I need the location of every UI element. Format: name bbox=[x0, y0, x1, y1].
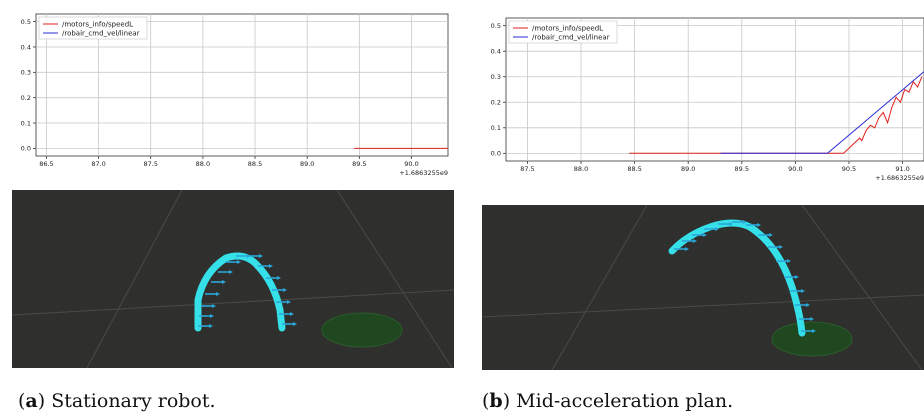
goal-marker bbox=[321, 312, 403, 348]
pose-arrow-head bbox=[222, 280, 226, 284]
pose-arrow-head bbox=[812, 329, 816, 333]
x-tick-label: 89.0 bbox=[300, 160, 314, 168]
y-tick-label: 0.1 bbox=[491, 124, 501, 132]
chart-a: 86.5 87.0 87.5 88.0 88.5 89.0 89.5 90.0 0.0 0.1 0.… bbox=[21, 13, 449, 177]
x-tick-label: 90.0 bbox=[404, 160, 418, 168]
x-offset-label: +1.6863255e9 bbox=[875, 174, 924, 182]
y-tick-label: 0.5 bbox=[21, 18, 31, 26]
x-tick-label: 90.0 bbox=[788, 165, 802, 173]
x-tick-label: 89.5 bbox=[735, 165, 749, 173]
pose-arrows bbox=[674, 220, 816, 333]
grid-line bbox=[551, 205, 648, 370]
y-tick-label: 0.5 bbox=[491, 22, 501, 30]
pose-arrow-head bbox=[787, 259, 791, 263]
goal-marker bbox=[771, 321, 853, 357]
legend-label: /motors_info/speedL bbox=[62, 20, 133, 28]
pose-arrow-head bbox=[743, 220, 747, 224]
legend-label: /robair_cmd_vel/linear bbox=[532, 33, 610, 41]
pose-arrow-head bbox=[287, 300, 291, 304]
pose-arrow-head bbox=[237, 260, 241, 264]
pose-arrow-head bbox=[779, 245, 783, 249]
y-tick-label: 0.0 bbox=[21, 145, 31, 153]
plot-a: 86.5 87.0 87.5 88.0 88.5 89.0 89.5 90.0 0.0 0.1 0.… bbox=[8, 8, 454, 180]
x-tick-label: 90.5 bbox=[842, 165, 856, 173]
pose-arrows bbox=[198, 254, 297, 328]
pose-arrow-head bbox=[290, 312, 294, 316]
caption-b: (b) Mid-acceleration plan. bbox=[482, 390, 734, 412]
grid-line bbox=[86, 190, 183, 368]
series-line-1 bbox=[720, 71, 924, 154]
y-tick-label: 0.3 bbox=[21, 69, 31, 77]
pose-arrow-head bbox=[685, 247, 689, 251]
grid-line bbox=[801, 205, 923, 370]
grid-line bbox=[12, 289, 454, 316]
panel-b: 87.5 88.0 88.5 89.0 89.5 90.0 90.5 91.0 0.0 0.1 0.… bbox=[478, 0, 924, 417]
trajectory-path bbox=[668, 219, 806, 337]
y-tick-label: 0.4 bbox=[21, 43, 31, 51]
grid-line bbox=[482, 294, 924, 318]
y-tick-label: 0.0 bbox=[491, 150, 501, 158]
series-line-0 bbox=[629, 76, 923, 154]
pose-arrow-head bbox=[277, 276, 281, 280]
legend-box bbox=[38, 16, 148, 40]
y-tick-label: 0.4 bbox=[491, 47, 501, 55]
x-tick-label: 87.5 bbox=[520, 165, 534, 173]
chart-b: 87.5 88.0 88.5 89.0 89.5 90.0 90.5 91.0 0.0 0.1 0.… bbox=[491, 17, 924, 182]
pose-arrow-head bbox=[259, 254, 263, 258]
pose-arrow-head bbox=[795, 275, 799, 279]
legend-label: /motors_info/speedL bbox=[532, 24, 603, 32]
pose-arrow-head bbox=[769, 233, 773, 237]
x-tick-label: 89.5 bbox=[352, 160, 366, 168]
pose-arrow-head bbox=[806, 303, 810, 307]
rviz-view-b bbox=[482, 205, 924, 370]
x-tick-label: 86.5 bbox=[39, 160, 53, 168]
scene-b bbox=[482, 205, 924, 370]
y-tick-label: 0.3 bbox=[491, 73, 501, 81]
x-tick-label: 91.0 bbox=[895, 165, 909, 173]
pose-arrow-head bbox=[209, 324, 213, 328]
legend: /motors_info/speedL/robair_cmd_vel/linea… bbox=[38, 16, 148, 40]
pose-arrow-head bbox=[801, 289, 805, 293]
x-tick-label: 88.5 bbox=[248, 160, 262, 168]
plot-b: 87.5 88.0 88.5 89.0 89.5 90.0 90.5 91.0 0.0 0.1 0.… bbox=[478, 8, 924, 188]
x-tick-label: 87.0 bbox=[91, 160, 105, 168]
caption-a: (a) Stationary robot. bbox=[18, 390, 216, 412]
pose-arrow-head bbox=[715, 227, 719, 231]
x-tick-label: 89.0 bbox=[681, 165, 695, 173]
grid-line bbox=[336, 190, 453, 368]
pose-arrow-head bbox=[729, 222, 733, 226]
pose-arrow-head bbox=[210, 314, 214, 318]
pose-arrow-head bbox=[216, 292, 220, 296]
x-tick-label: 88.5 bbox=[627, 165, 641, 173]
pose-arrow-head bbox=[283, 288, 287, 292]
x-tick-label: 88.0 bbox=[196, 160, 210, 168]
pose-arrow-head bbox=[810, 317, 814, 321]
y-tick-label: 0.1 bbox=[21, 119, 31, 127]
panel-a: 86.5 87.0 87.5 88.0 88.5 89.0 89.5 90.0 0.0 0.1 0.… bbox=[8, 0, 454, 417]
x-offset-label: +1.6863255e9 bbox=[399, 169, 448, 177]
pose-arrow-head bbox=[229, 270, 233, 274]
x-tick-label: 87.5 bbox=[143, 160, 157, 168]
pose-arrow-head bbox=[693, 239, 697, 243]
rviz-view-a bbox=[12, 190, 454, 368]
legend-label: /robair_cmd_vel/linear bbox=[62, 29, 140, 37]
y-tick-label: 0.2 bbox=[491, 99, 501, 107]
pose-arrow-head bbox=[293, 322, 297, 326]
pose-arrow-head bbox=[212, 304, 216, 308]
pose-arrow-head bbox=[757, 223, 761, 227]
pose-arrow-head bbox=[703, 233, 707, 237]
scene-a bbox=[12, 190, 454, 368]
legend-box bbox=[508, 20, 618, 44]
x-tick-label: 88.0 bbox=[574, 165, 588, 173]
y-tick-label: 0.2 bbox=[21, 94, 31, 102]
legend: /motors_info/speedL/robair_cmd_vel/linea… bbox=[508, 20, 618, 44]
pose-arrow-head bbox=[269, 264, 273, 268]
